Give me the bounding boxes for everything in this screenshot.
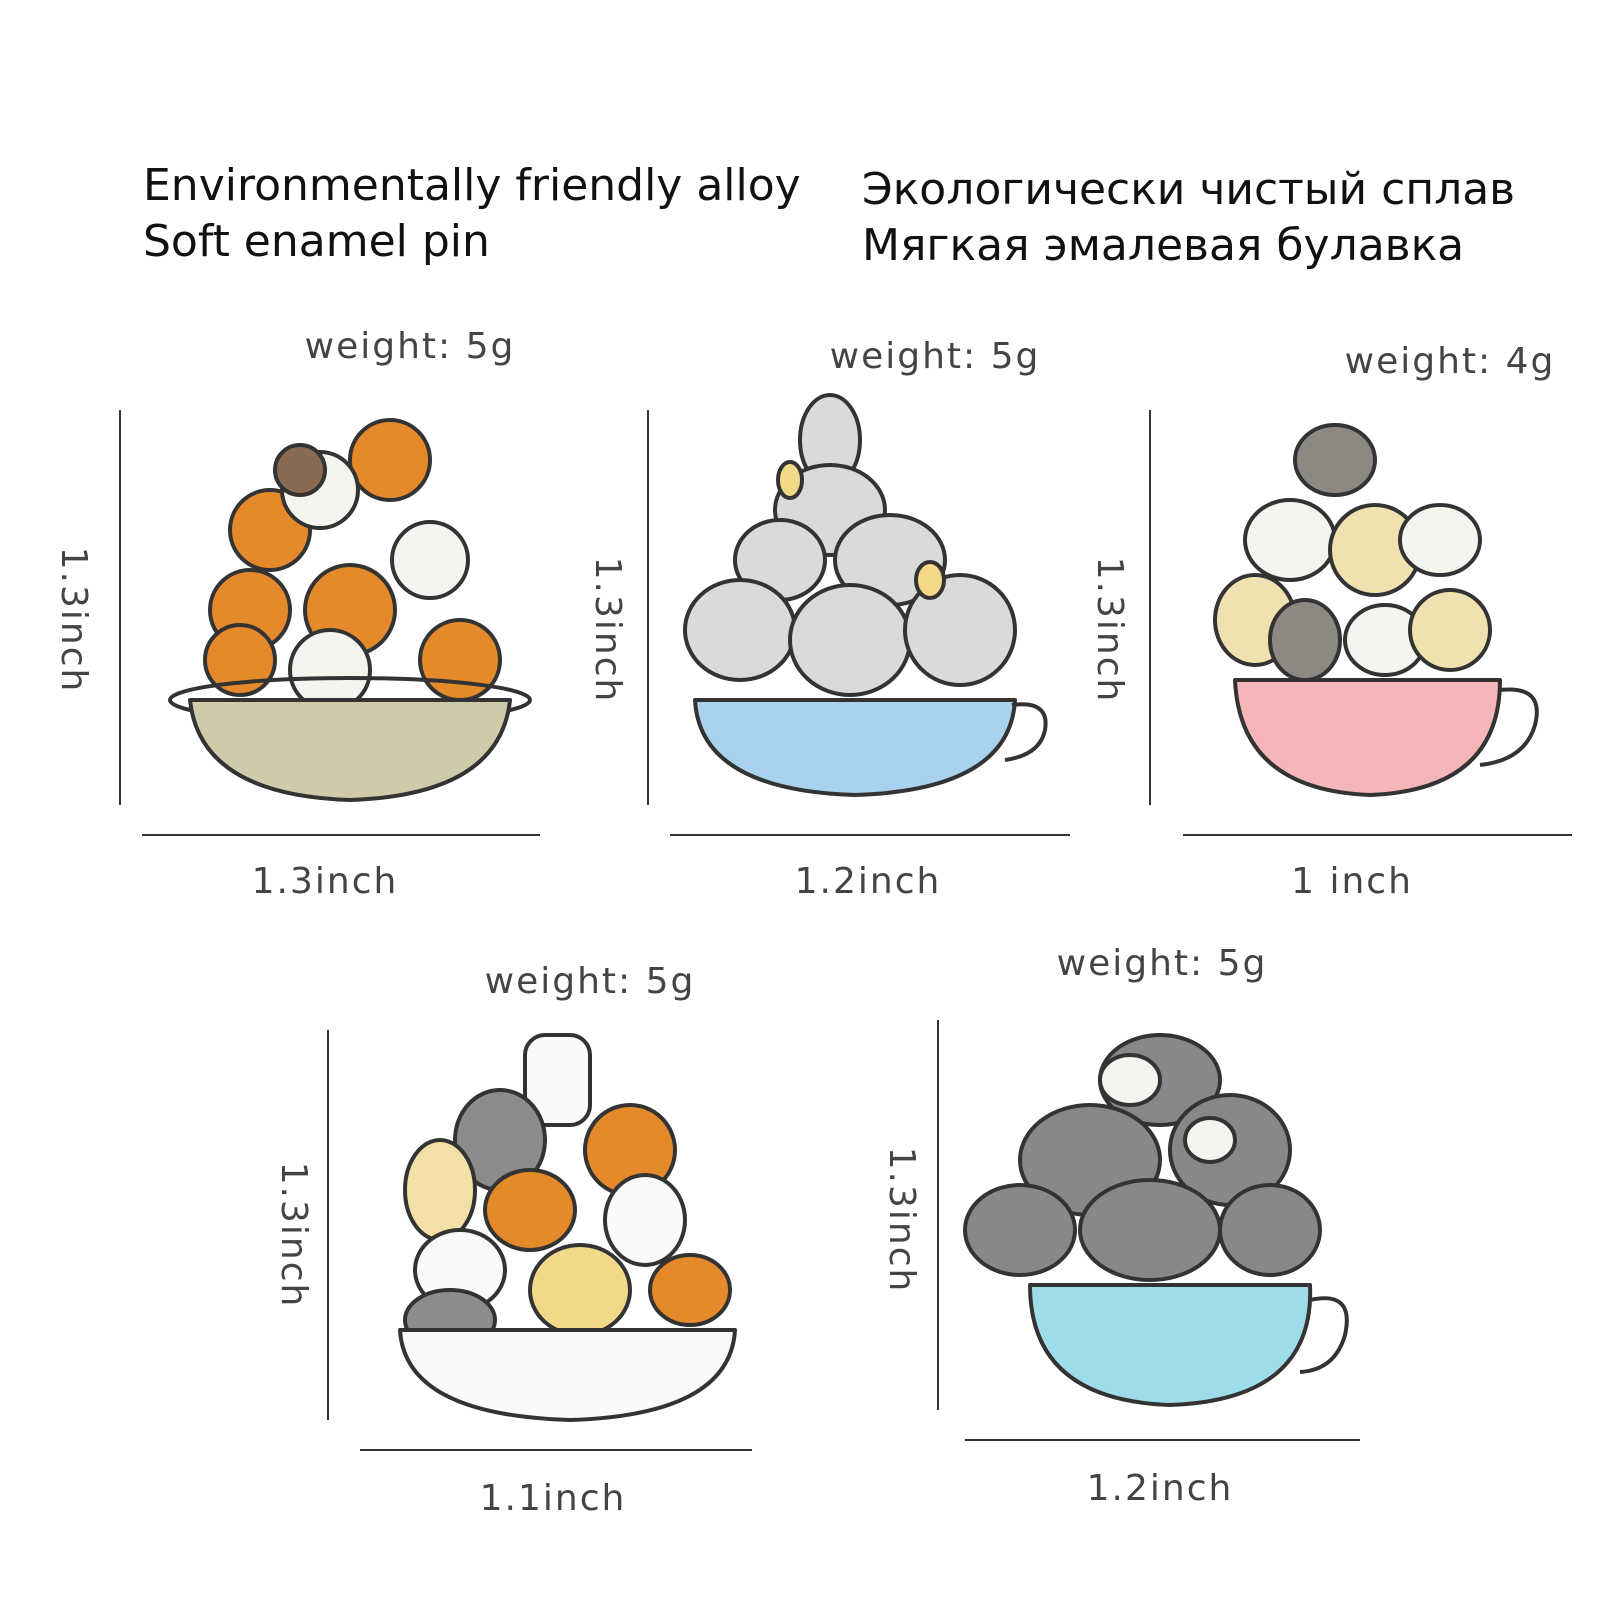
pin-illustration [398, 1033, 737, 1422]
pin-illustration [168, 418, 532, 802]
pin-illustration [683, 393, 1048, 797]
pin-illustration [1213, 423, 1539, 797]
header-line: Soft enamel pin [143, 216, 490, 267]
width-label: 1.3inch [252, 861, 399, 902]
height-label: 1.3inch [273, 1162, 314, 1309]
height-label: 1.3inch [53, 547, 94, 694]
weight-label: weight: 5g [830, 336, 1041, 377]
header-line: Environmentally friendly alloy [143, 160, 801, 211]
width-label: 1.2inch [795, 861, 942, 902]
width-label: 1.1inch [480, 1478, 627, 1519]
weight-label: weight: 5g [305, 326, 516, 367]
header-line: Мягкая эмалевая булавка [862, 220, 1464, 271]
weight-label: weight: 4g [1345, 341, 1556, 382]
height-label: 1.3inch [881, 1147, 922, 1294]
width-label: 1.2inch [1087, 1468, 1234, 1509]
height-label: 1.3inch [1089, 557, 1130, 704]
weight-label: weight: 5g [485, 961, 696, 1002]
pin-illustration [963, 1033, 1349, 1407]
width-label: 1 inch [1291, 861, 1413, 902]
dimension-lines [119, 410, 1572, 1451]
weight-label: weight: 5g [1057, 943, 1268, 984]
header-line: Экологически чистый сплав [862, 164, 1515, 215]
height-label: 1.3inch [587, 557, 628, 704]
